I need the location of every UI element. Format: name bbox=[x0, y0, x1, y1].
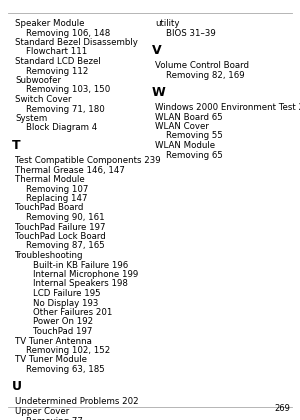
Text: Removing 112: Removing 112 bbox=[26, 66, 88, 76]
Text: Internal Speakers 198: Internal Speakers 198 bbox=[33, 279, 128, 289]
Text: Flowchart 111: Flowchart 111 bbox=[26, 47, 87, 57]
Text: Removing 77: Removing 77 bbox=[26, 417, 83, 420]
Text: utility: utility bbox=[155, 19, 179, 28]
Text: Removing 87, 165: Removing 87, 165 bbox=[26, 241, 105, 250]
Text: W: W bbox=[152, 86, 166, 99]
Text: System: System bbox=[15, 114, 47, 123]
Text: Removing 102, 152: Removing 102, 152 bbox=[26, 346, 110, 355]
Text: Windows 2000 Environment Test 240: Windows 2000 Environment Test 240 bbox=[155, 103, 300, 112]
Text: LCD Failure 195: LCD Failure 195 bbox=[33, 289, 101, 298]
Text: BIOS 31–39: BIOS 31–39 bbox=[166, 29, 216, 37]
Text: TouchPad Lock Board: TouchPad Lock Board bbox=[15, 232, 106, 241]
Text: Standard Bezel Disassembly: Standard Bezel Disassembly bbox=[15, 38, 138, 47]
Text: Standard LCD Bezel: Standard LCD Bezel bbox=[15, 57, 101, 66]
Text: Removing 107: Removing 107 bbox=[26, 184, 88, 194]
Text: TouchPad Failure 197: TouchPad Failure 197 bbox=[15, 223, 106, 231]
Text: TV Tuner Antenna: TV Tuner Antenna bbox=[15, 336, 92, 346]
Text: Thermal Module: Thermal Module bbox=[15, 175, 85, 184]
Text: Volume Control Board: Volume Control Board bbox=[155, 61, 249, 70]
Text: Replacing 147: Replacing 147 bbox=[26, 194, 88, 203]
Text: Removing 71, 180: Removing 71, 180 bbox=[26, 105, 105, 113]
Text: Removing 90, 161: Removing 90, 161 bbox=[26, 213, 105, 222]
Text: Undetermined Problems 202: Undetermined Problems 202 bbox=[15, 397, 139, 407]
Text: Switch Cover: Switch Cover bbox=[15, 95, 71, 104]
Text: WLAN Module: WLAN Module bbox=[155, 141, 215, 150]
Text: T: T bbox=[12, 139, 21, 152]
Text: Internal Microphone 199: Internal Microphone 199 bbox=[33, 270, 138, 279]
Text: TV Tuner Module: TV Tuner Module bbox=[15, 355, 87, 365]
Text: Block Diagram 4: Block Diagram 4 bbox=[26, 123, 97, 132]
Text: Troubleshooting: Troubleshooting bbox=[15, 251, 83, 260]
Text: 269: 269 bbox=[274, 404, 290, 413]
Text: TouchPad Board: TouchPad Board bbox=[15, 204, 83, 213]
Text: Removing 65: Removing 65 bbox=[166, 150, 223, 160]
Text: Thermal Grease 146, 147: Thermal Grease 146, 147 bbox=[15, 165, 125, 174]
Text: Test Compatible Components 239: Test Compatible Components 239 bbox=[15, 156, 160, 165]
Text: V: V bbox=[152, 44, 162, 57]
Text: TouchPad 197: TouchPad 197 bbox=[33, 327, 92, 336]
Text: Removing 63, 185: Removing 63, 185 bbox=[26, 365, 105, 374]
Text: U: U bbox=[12, 381, 22, 394]
Text: Removing 106, 148: Removing 106, 148 bbox=[26, 29, 110, 37]
Text: Removing 103, 150: Removing 103, 150 bbox=[26, 86, 110, 94]
Text: Removing 55: Removing 55 bbox=[166, 131, 223, 141]
Text: No Display 193: No Display 193 bbox=[33, 299, 98, 307]
Text: Built-in KB Failure 196: Built-in KB Failure 196 bbox=[33, 260, 128, 270]
Text: Upper Cover: Upper Cover bbox=[15, 407, 69, 416]
Text: Speaker Module: Speaker Module bbox=[15, 19, 85, 28]
Text: WLAN Board 65: WLAN Board 65 bbox=[155, 113, 223, 121]
Text: Power On 192: Power On 192 bbox=[33, 318, 93, 326]
Text: Other Failures 201: Other Failures 201 bbox=[33, 308, 112, 317]
Text: Subwoofer: Subwoofer bbox=[15, 76, 61, 85]
Text: WLAN Cover: WLAN Cover bbox=[155, 122, 209, 131]
Text: Removing 82, 169: Removing 82, 169 bbox=[166, 71, 244, 79]
